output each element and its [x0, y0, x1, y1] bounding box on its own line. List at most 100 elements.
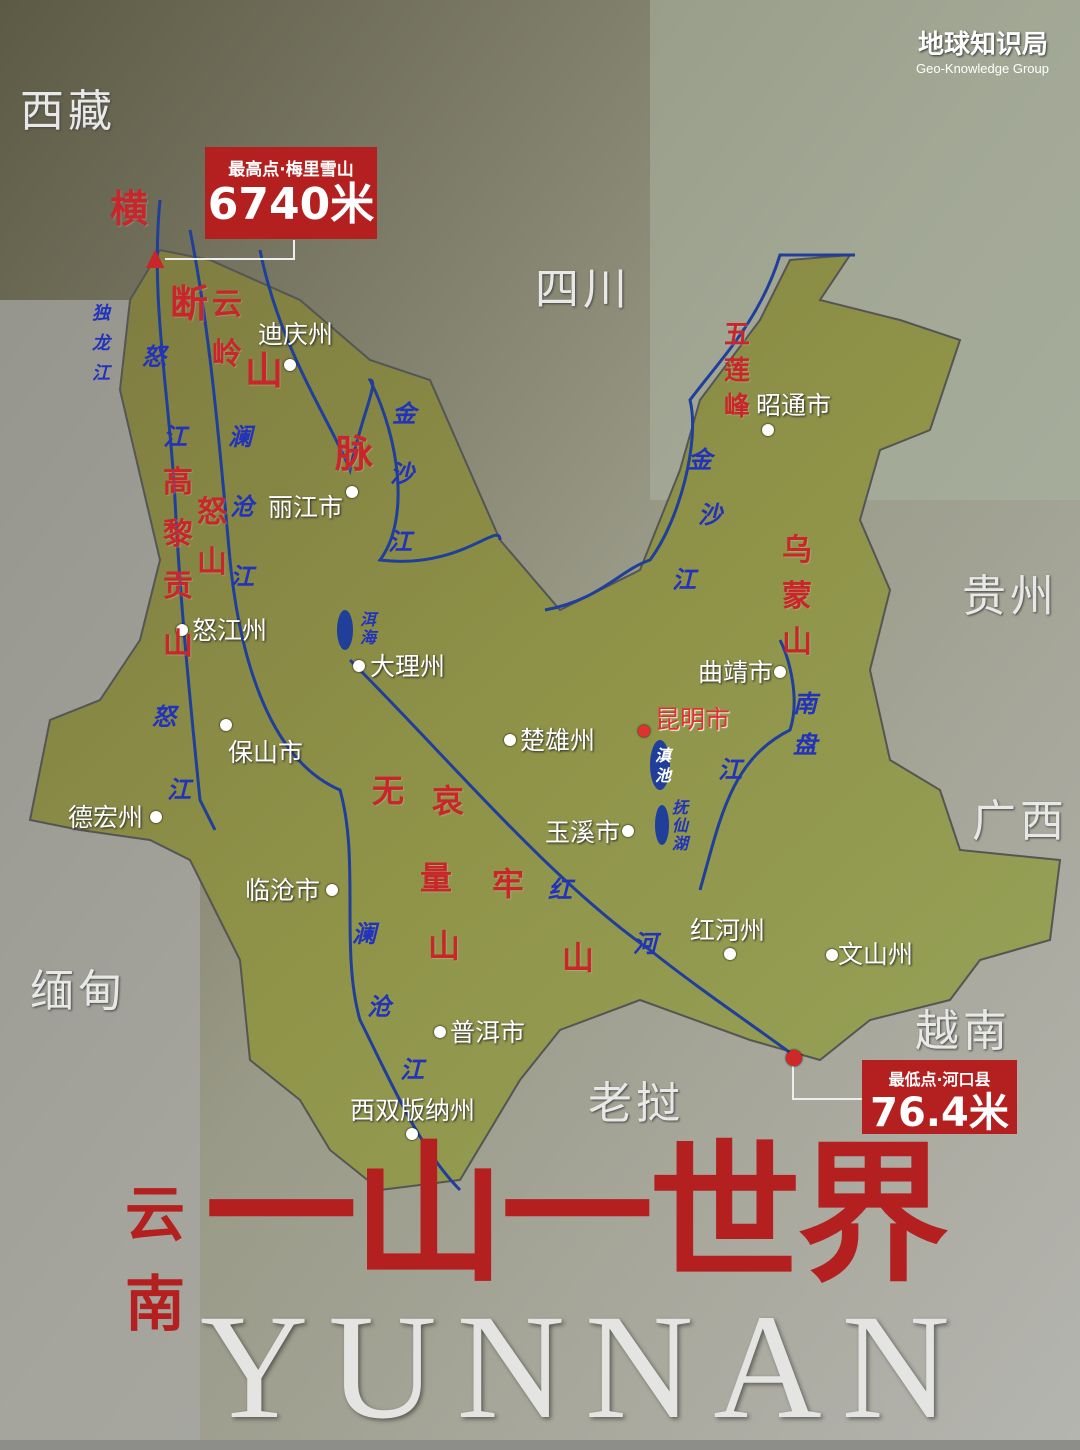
city-label: 迪庆州	[258, 320, 334, 349]
city-label: 文山州	[838, 940, 914, 969]
region-label: 广西	[972, 796, 1068, 847]
mountain-label: 山	[562, 939, 595, 977]
city-dot	[326, 884, 338, 896]
mountain-label: 蒙	[782, 579, 812, 614]
mountain-label: 黎	[163, 517, 193, 552]
city-dot	[638, 725, 650, 737]
city-dot	[724, 948, 736, 960]
city-label: 怒江州	[192, 616, 268, 645]
lake-label: 滇	[655, 746, 672, 765]
lake-label: 湖	[672, 834, 689, 853]
title-main: 一山一世界	[205, 1124, 949, 1303]
mountain-label: 哀	[432, 782, 465, 820]
river-label: 盘	[793, 730, 817, 759]
river-label: 江	[163, 422, 187, 451]
city-label: 普洱市	[450, 1018, 526, 1047]
city-dot	[406, 1128, 418, 1140]
mountain-label: 贡	[163, 569, 193, 604]
river-label: 怒	[142, 342, 166, 371]
region-label: 贵州	[962, 571, 1058, 622]
city-dot	[220, 719, 232, 731]
river-label: 河	[633, 929, 657, 958]
city-label: 楚雄州	[520, 726, 596, 755]
city-label: 曲靖市	[698, 658, 774, 687]
capital-label: 昆明市	[655, 705, 731, 734]
yunnan-province	[28, 248, 1062, 1192]
city-label: 大理州	[370, 652, 446, 681]
highest-label: 最高点·梅里雪山	[228, 160, 354, 180]
lake-label: 抚	[672, 798, 689, 817]
mountain-label: 山	[163, 627, 193, 662]
city-dot	[622, 825, 634, 837]
mountain-label: 无	[372, 772, 405, 810]
title-side: 云南	[125, 1180, 185, 1340]
mountain-label: 山	[428, 927, 461, 965]
river-label: 沙	[698, 500, 722, 529]
mountain-label: 山	[245, 348, 284, 393]
mountain-label: 山	[782, 625, 812, 660]
river-label: 江	[388, 527, 412, 556]
river-label: 怒	[152, 702, 176, 731]
english-watermark: YUNNAN	[200, 1284, 970, 1450]
leader-line	[792, 1062, 862, 1100]
river-label: 独	[92, 303, 110, 324]
brand-subtitle: Geo-Knowledge Group	[916, 61, 1049, 76]
city-label: 西双版纳州	[350, 1096, 476, 1125]
mountain-label: 脉	[335, 431, 374, 476]
city-label: 德宏州	[68, 803, 144, 832]
city-dot	[826, 949, 838, 961]
brand-logo: 地球知识局	[918, 30, 1049, 60]
city-dot	[176, 624, 188, 636]
river-label: 龙	[92, 333, 110, 354]
mountain-label: 莲	[724, 356, 751, 386]
region-label: 四川	[535, 264, 631, 315]
leader-line	[165, 240, 295, 260]
city-label: 保山市	[228, 738, 304, 767]
region-label: 西藏	[20, 86, 116, 137]
city-label: 玉溪市	[545, 818, 621, 847]
mountain-label: 量	[420, 859, 453, 897]
river-label: 沙	[390, 459, 414, 488]
lowest-point-box: 最低点·河口县 76.4米	[862, 1060, 1017, 1136]
city-label: 临沧市	[245, 876, 321, 905]
city-dot	[353, 660, 365, 672]
city-label: 丽江市	[268, 493, 344, 522]
mountain-label: 五	[724, 320, 751, 350]
lowest-label: 最低点·河口县	[888, 1070, 991, 1089]
river-label: 江	[92, 363, 110, 384]
highest-value: 6740米	[207, 179, 375, 230]
city-dot	[504, 734, 516, 746]
lowest-point-marker	[786, 1050, 802, 1066]
city-label: 红河州	[690, 916, 766, 945]
mountain-label: 横	[110, 186, 149, 231]
mountain-label: 牢	[492, 865, 525, 903]
region-label: 越南	[915, 1006, 1011, 1057]
river-label: 江	[400, 1055, 424, 1084]
mountain-label: 怒	[197, 495, 227, 530]
lake-label: 池	[655, 766, 672, 785]
river-label: 沧	[367, 992, 391, 1021]
river-label: 江	[718, 755, 742, 784]
river-label: 金	[392, 399, 416, 428]
river-label: 澜	[228, 422, 252, 451]
city-dot	[774, 666, 786, 678]
river-label: 海	[360, 628, 377, 647]
peak-triangle-icon: ▲	[146, 243, 165, 271]
city-dot	[346, 486, 358, 498]
river-label: 南	[793, 689, 817, 718]
rivers	[155, 199, 855, 1192]
river-label: 沧	[230, 492, 254, 521]
city-label: 昭通市	[756, 391, 832, 420]
river-label: 江	[167, 775, 191, 804]
city-dot	[762, 424, 774, 436]
mountain-label: 岭	[212, 337, 242, 372]
river-label: 红	[548, 875, 572, 904]
city-dot	[150, 811, 162, 823]
mountain-label: 云	[212, 287, 242, 322]
mountain-label: 乌	[782, 533, 812, 568]
mountain-label: 峰	[724, 392, 751, 422]
river-label: 澜	[352, 919, 376, 948]
river-label: 洱	[360, 610, 377, 629]
mountain-label: 高	[163, 465, 193, 500]
lowest-value: 76.4米	[870, 1090, 1009, 1136]
